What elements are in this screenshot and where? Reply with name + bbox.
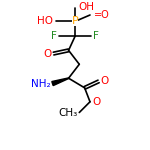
Text: OH: OH (78, 3, 94, 12)
Text: O: O (92, 97, 100, 107)
Text: O: O (43, 49, 51, 58)
Text: F: F (93, 32, 99, 41)
Text: O: O (101, 76, 109, 86)
Text: HO: HO (36, 16, 52, 26)
Text: NH₂: NH₂ (31, 79, 50, 88)
Text: F: F (51, 32, 57, 41)
Text: P: P (72, 16, 78, 26)
Text: CH₃: CH₃ (58, 108, 77, 117)
Text: =O: =O (94, 10, 110, 20)
Polygon shape (52, 78, 69, 86)
